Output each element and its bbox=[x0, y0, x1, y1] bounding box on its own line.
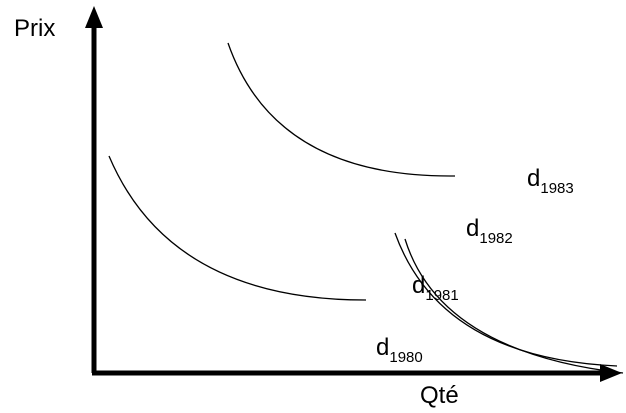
curve-right-b bbox=[404, 238, 624, 374]
curve-upper bbox=[227, 42, 456, 177]
curve-label-1982: d1982 bbox=[466, 215, 513, 248]
curve-lower bbox=[108, 155, 367, 301]
curve-label-1981: d1981 bbox=[412, 272, 459, 305]
curve-label-1983: d1983 bbox=[527, 165, 574, 198]
x-axis-label: Qté bbox=[420, 382, 459, 409]
x-axis-arrowhead bbox=[600, 364, 622, 382]
curve-label-1980: d1980 bbox=[376, 334, 423, 367]
curve-right-a bbox=[394, 232, 618, 367]
y-axis-label: Prix bbox=[14, 15, 56, 42]
y-axis-arrowhead bbox=[85, 6, 103, 28]
